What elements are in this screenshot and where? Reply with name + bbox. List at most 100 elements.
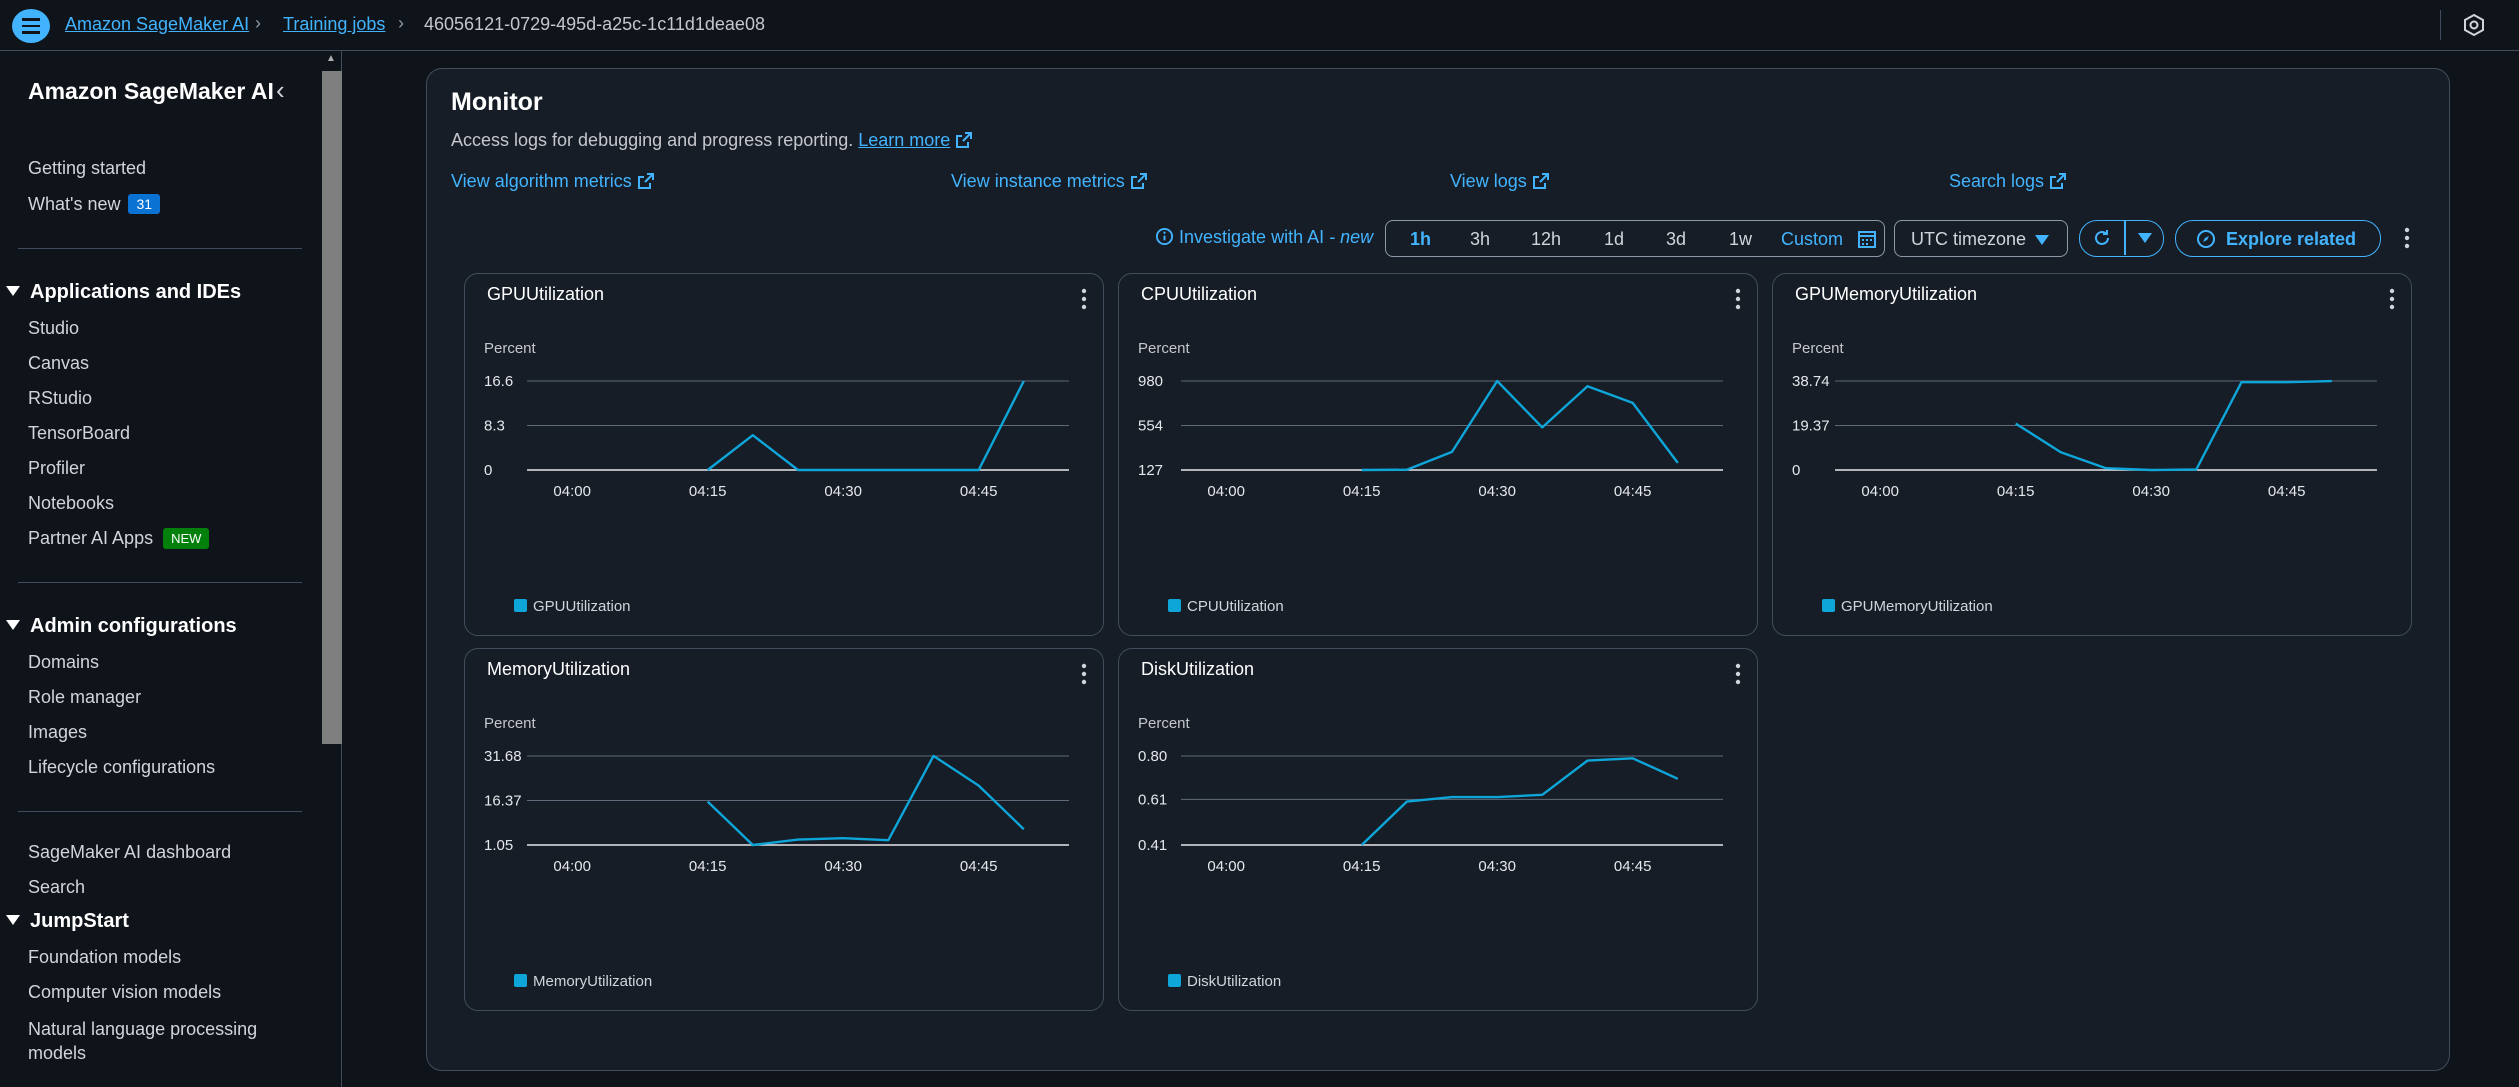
sidebar-item-profiler[interactable]: Profiler (28, 458, 86, 478)
breadcrumb-training-jobs[interactable]: Training jobs (283, 14, 386, 34)
external-link-icon (2050, 173, 2067, 189)
x-tick-label: 04:15 (1343, 483, 1381, 500)
divider (18, 582, 302, 583)
description-text: Access logs for debugging and progress r… (451, 130, 854, 150)
legend-label[interactable]: CPUUtilization (1187, 598, 1284, 615)
view-logs-link[interactable]: View logs (1450, 171, 1549, 192)
investigate-with-ai-link[interactable]: Investigate with AI - new (1155, 227, 1373, 248)
learn-more-link[interactable]: Learn more (858, 130, 951, 150)
sidebar-item-lifecycle[interactable]: Lifecycle configurations (28, 757, 216, 777)
search-logs-link[interactable]: Search logs (1949, 171, 2067, 192)
legend-swatch (1168, 974, 1181, 987)
y-tick-label: 8.3 (484, 418, 505, 435)
legend-label[interactable]: GPUMemoryUtilization (1841, 598, 1993, 615)
more-options-icon[interactable] (2385, 286, 2399, 312)
scrollbar-thumb[interactable] (322, 71, 342, 744)
view-instance-metrics-link[interactable]: View instance metrics (951, 171, 1147, 192)
series-line-gpu-utilization[interactable] (706, 380, 1025, 472)
sidebar-item-dashboard[interactable]: SageMaker AI dashboard (28, 842, 232, 862)
sidebar-item-whats-new[interactable]: What's new 31 (28, 194, 161, 215)
explore-label: Explore related (2226, 229, 2357, 249)
sidebar-title: Amazon SageMaker AI (28, 78, 274, 104)
legend-label[interactable]: DiskUtilization (1187, 973, 1281, 990)
sidebar-item-nlp-models[interactable]: Natural language processing models (28, 1019, 258, 1063)
chevron-right-icon: › (398, 13, 404, 33)
y-tick-label: 1.05 (484, 837, 513, 854)
range-1d[interactable]: 1d (1604, 229, 1625, 249)
x-tick-label: 04:00 (553, 858, 591, 875)
x-tick-label: 04:45 (1614, 483, 1652, 500)
y-tick-label: 554 (1138, 417, 1163, 434)
sidebar-item-domains[interactable]: Domains (28, 652, 100, 672)
x-tick-label: 04:15 (1343, 858, 1381, 875)
range-12h[interactable]: 12h (1531, 229, 1562, 249)
series-line-cpu-utilization[interactable] (1361, 379, 1679, 472)
timezone-select[interactable]: UTC timezone (1894, 220, 2068, 257)
sidebar-item-foundation-models[interactable]: Foundation models (28, 947, 182, 967)
x-tick-label: 04:30 (1478, 483, 1516, 500)
range-1w[interactable]: 1w (1729, 229, 1753, 249)
sidebar-item-getting-started[interactable]: Getting started (28, 158, 147, 178)
chart-widget-cpu-utilization: CPUUtilization Percent 980 554 127 04:00 04:15… (1118, 273, 1758, 636)
more-options-icon[interactable] (1077, 661, 1091, 687)
refresh-options-dropdown[interactable] (2126, 221, 2163, 255)
refresh-button-group (2079, 220, 2164, 257)
x-tick-label: 04:30 (824, 483, 862, 500)
legend-label[interactable]: MemoryUtilization (533, 973, 652, 990)
settings-icon[interactable] (2463, 14, 2485, 36)
sidebar-item-search[interactable]: Search (28, 877, 86, 897)
series-line-gpu-memory-utilization[interactable] (2015, 379, 2332, 472)
range-1h[interactable]: 1h (1410, 229, 1432, 249)
series-line-disk-utilization[interactable] (1360, 757, 1679, 846)
range-custom[interactable]: Custom (1781, 229, 1844, 249)
breadcrumb-sagemaker[interactable]: Amazon SageMaker AI (65, 14, 250, 34)
calendar-icon[interactable] (1858, 230, 1876, 248)
chart-widget-memory-utilization: MemoryUtilization Percent 31.68 16.37 1.05 04… (464, 648, 1104, 1011)
range-3d[interactable]: 3d (1666, 229, 1687, 249)
more-options-icon[interactable] (1731, 661, 1745, 687)
divider (18, 248, 302, 249)
sidebar-item-role-manager[interactable]: Role manager (28, 687, 142, 707)
compass-icon (2197, 230, 2215, 248)
section-admin[interactable]: Admin configurations (6, 615, 237, 638)
range-3h[interactable]: 3h (1470, 229, 1491, 249)
y-axis-label: Percent (1792, 340, 1845, 357)
chart-title: CPUUtilization (1141, 284, 1258, 304)
x-tick-label: 04:15 (689, 858, 727, 875)
refresh-button[interactable] (2080, 221, 2124, 255)
y-tick-label: 31.68 (484, 748, 522, 765)
external-link-icon (637, 173, 654, 189)
more-options-icon[interactable] (1077, 286, 1091, 312)
scroll-up-arrow-icon[interactable]: ▲ (326, 53, 336, 64)
monitor-description: Access logs for debugging and progress r… (451, 130, 973, 151)
section-applications[interactable]: Applications and IDEs (6, 281, 241, 304)
legend-swatch (1168, 599, 1181, 612)
explore-related-button[interactable]: Explore related (2175, 220, 2381, 257)
collapse-sidebar-icon[interactable]: ‹ (276, 75, 285, 105)
sidebar-item-canvas[interactable]: Canvas (28, 353, 90, 373)
line-chart: Percent 38.74 19.37 0 04:00 04:15 04:30 04:45 GP… (1792, 340, 2377, 615)
sidebar-item-label: What's new (28, 194, 121, 214)
more-options-icon[interactable] (2400, 224, 2414, 252)
section-label: Admin configurations (30, 615, 237, 637)
sidebar-item-rstudio[interactable]: RStudio (28, 388, 93, 408)
menu-icon[interactable] (12, 9, 50, 43)
sidebar-item-notebooks[interactable]: Notebooks (28, 493, 115, 513)
x-tick-label: 04:45 (960, 858, 998, 875)
sidebar-item-studio[interactable]: Studio (28, 318, 80, 338)
sidebar-item-partner-ai-apps[interactable]: Partner AI Apps NEW (28, 528, 210, 549)
divider (18, 811, 302, 812)
top-navigation-bar: Amazon SageMaker AI › Training jobs › 46… (0, 0, 2519, 51)
section-jumpstart[interactable]: JumpStart (6, 910, 129, 933)
y-axis-label: Percent (484, 715, 537, 732)
sidebar-item-images[interactable]: Images (28, 722, 88, 742)
view-algorithm-metrics-link[interactable]: View algorithm metrics (451, 171, 654, 192)
legend-label[interactable]: GPUUtilization (533, 598, 631, 615)
sidebar-item-tensorboard[interactable]: TensorBoard (28, 423, 131, 443)
more-options-icon[interactable] (1731, 286, 1745, 312)
series-line-memory-utilization[interactable] (706, 754, 1025, 847)
x-tick-label: 04:45 (2268, 483, 2306, 500)
x-tick-label: 04:30 (1478, 858, 1516, 875)
sidebar-item-cv-models[interactable]: Computer vision models (28, 982, 222, 1002)
link-label: View instance metrics (951, 171, 1125, 191)
